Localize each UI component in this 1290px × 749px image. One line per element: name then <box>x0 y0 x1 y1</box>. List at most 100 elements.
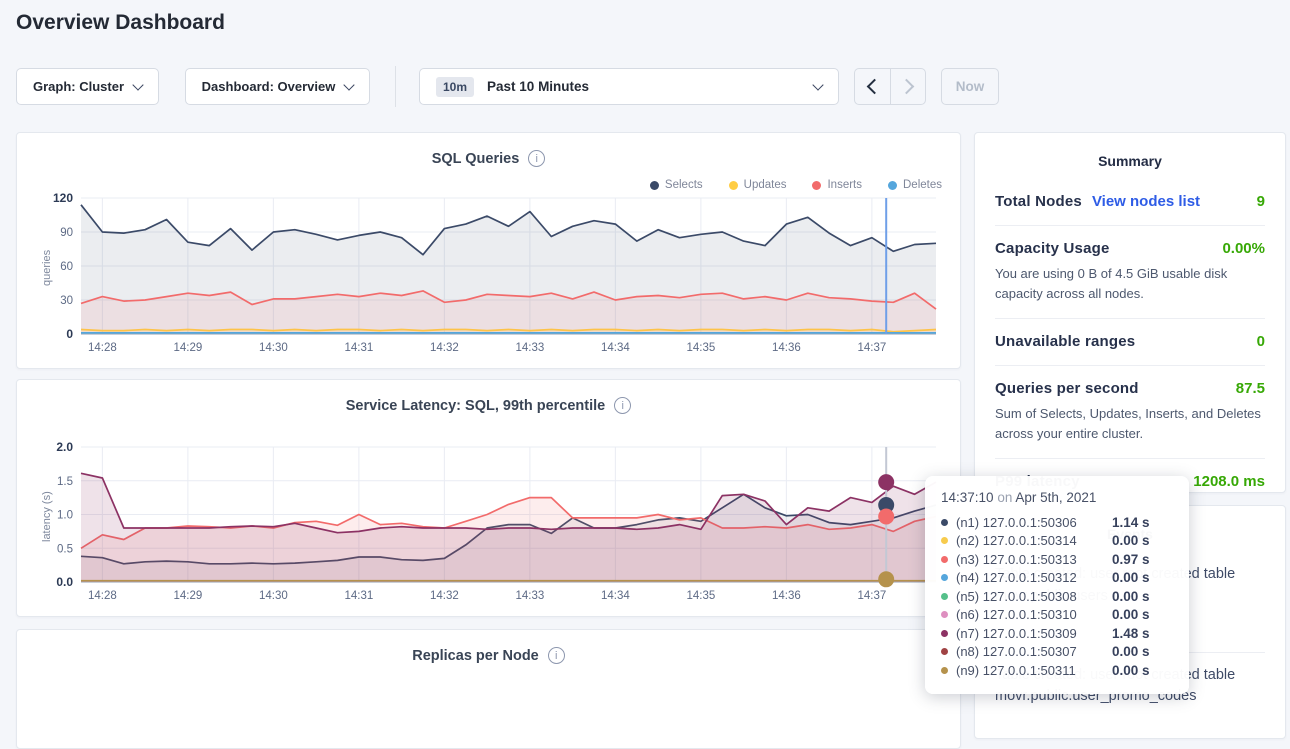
overview-dashboard-page: Overview Dashboard Graph: Cluster Dashbo… <box>0 0 1290 689</box>
svg-text:14:32: 14:32 <box>430 342 459 354</box>
tooltip-date: Apr 5th, 2021 <box>1015 490 1096 505</box>
svg-text:1.0: 1.0 <box>57 510 73 522</box>
now-button[interactable]: Now <box>941 68 999 105</box>
legend-item-updates[interactable]: Updates <box>729 179 787 191</box>
tooltip-row-n8: (n8) 127.0.0.1:50307 0.00 s <box>941 643 1173 662</box>
dashboard-label: Dashboard: Overview <box>202 79 336 94</box>
series-dot-icon <box>941 648 948 655</box>
svg-text:14:33: 14:33 <box>515 342 544 354</box>
series-dot-icon <box>941 593 948 600</box>
legend-label: Updates <box>744 179 787 191</box>
dashboard-dropdown[interactable]: Dashboard: Overview <box>185 68 370 105</box>
svg-text:0: 0 <box>66 327 73 341</box>
summary-label: Total Nodes <box>995 193 1082 210</box>
summary-label: Unavailable ranges <box>995 333 1135 350</box>
tooltip-node-value: 1.14 s <box>1112 515 1150 530</box>
tooltip-node-label: (n7) 127.0.0.1:50309 <box>956 626 1104 641</box>
graph-scope-label: Graph: Cluster <box>33 79 124 94</box>
svg-text:14:31: 14:31 <box>344 342 373 354</box>
svg-text:1.5: 1.5 <box>57 476 73 488</box>
tooltip-row-n5: (n5) 127.0.0.1:50308 0.00 s <box>941 587 1173 606</box>
info-icon[interactable]: i <box>614 397 631 414</box>
service-latency-chart[interactable]: 14:2814:2914:3014:3114:3214:3314:3414:35… <box>25 442 954 614</box>
tooltip-node-value: 0.00 s <box>1112 663 1150 678</box>
svg-text:60: 60 <box>60 261 73 273</box>
tooltip-row-n2: (n2) 127.0.0.1:50314 0.00 s <box>941 532 1173 551</box>
summary-subtext: You are using 0 B of 4.5 GiB usable disk… <box>995 264 1265 303</box>
chevron-down-icon <box>344 79 355 90</box>
svg-text:30: 30 <box>60 295 73 307</box>
tooltip-node-value: 1.48 s <box>1112 626 1150 641</box>
tooltip-node-value: 0.00 s <box>1112 644 1150 659</box>
chevron-down-icon <box>132 79 143 90</box>
chart-title: Replicas per Node <box>412 648 539 664</box>
svg-text:14:34: 14:34 <box>601 590 630 602</box>
info-icon[interactable]: i <box>528 150 545 167</box>
time-range-picker[interactable]: 10m Past 10 Minutes <box>419 68 839 105</box>
chart-tooltip: 14:37:10 on Apr 5th, 2021 (n1) 127.0.0.1… <box>925 476 1189 694</box>
summary-value: 9 <box>1257 193 1265 210</box>
svg-text:14:30: 14:30 <box>259 342 288 354</box>
tooltip-row-n7: (n7) 127.0.0.1:50309 1.48 s <box>941 624 1173 643</box>
legend-label: Selects <box>665 179 703 191</box>
series-dot-icon <box>941 556 948 563</box>
series-dot-icon <box>650 181 659 190</box>
tooltip-time: 14:37:10 <box>941 490 994 505</box>
series-dot-icon <box>941 574 948 581</box>
svg-text:14:36: 14:36 <box>772 590 801 602</box>
summary-value: 87.5 <box>1236 380 1265 397</box>
replicas-per-node-panel: Replicas per Node i <box>16 629 961 749</box>
svg-text:14:28: 14:28 <box>88 342 117 354</box>
sql-queries-chart[interactable]: 14:2814:2914:3014:3114:3214:3314:3414:35… <box>25 191 954 363</box>
svg-text:120: 120 <box>53 191 73 205</box>
tooltip-node-value: 0.97 s <box>1112 552 1150 567</box>
view-nodes-list-link[interactable]: View nodes list <box>1092 193 1200 210</box>
summary-label: Capacity Usage <box>995 240 1110 257</box>
tooltip-node-label: (n4) 127.0.0.1:50312 <box>956 570 1104 585</box>
chevron-left-icon <box>867 79 883 95</box>
svg-text:90: 90 <box>60 227 73 239</box>
legend-label: Deletes <box>903 179 942 191</box>
controls-divider <box>395 66 396 107</box>
chart-legend: Selects Updates Inserts Deletes <box>650 179 942 191</box>
svg-text:14:37: 14:37 <box>857 342 886 354</box>
chart-title: Service Latency: SQL, 99th percentile <box>346 398 606 414</box>
legend-item-selects[interactable]: Selects <box>650 179 703 191</box>
info-icon[interactable]: i <box>548 647 565 664</box>
summary-label: Queries per second <box>995 380 1139 397</box>
time-prev-button[interactable] <box>854 68 890 105</box>
summary-panel: Summary Total Nodes View nodes list 9 Ca… <box>974 132 1286 493</box>
svg-text:14:31: 14:31 <box>344 590 373 602</box>
tooltip-node-label: (n5) 127.0.0.1:50308 <box>956 589 1104 604</box>
tooltip-node-label: (n3) 127.0.0.1:50313 <box>956 552 1104 567</box>
tooltip-node-value: 0.00 s <box>1112 607 1150 622</box>
summary-subtext: Sum of Selects, Updates, Inserts, and De… <box>995 404 1265 443</box>
tooltip-node-value: 0.00 s <box>1112 533 1150 548</box>
tooltip-conjunction: on <box>997 490 1012 505</box>
series-dot-icon <box>888 181 897 190</box>
svg-text:14:37: 14:37 <box>857 590 886 602</box>
summary-row-total-nodes: Total Nodes View nodes list 9 <box>995 179 1265 226</box>
page-title: Overview Dashboard <box>16 11 225 35</box>
summary-value: 0.00% <box>1222 240 1265 257</box>
svg-text:0.5: 0.5 <box>57 543 73 555</box>
graph-scope-dropdown[interactable]: Graph: Cluster <box>16 68 159 105</box>
tooltip-row-n4: (n4) 127.0.0.1:50312 0.00 s <box>941 569 1173 588</box>
tooltip-node-label: (n6) 127.0.0.1:50310 <box>956 607 1104 622</box>
sql-queries-panel: SQL Queries i Selects Updates Inserts De… <box>16 132 961 369</box>
legend-item-inserts[interactable]: Inserts <box>812 179 862 191</box>
service-latency-panel: Service Latency: SQL, 99th percentile i … <box>16 379 961 617</box>
chevron-down-icon <box>812 79 823 90</box>
series-dot-icon <box>941 630 948 637</box>
svg-text:14:32: 14:32 <box>430 590 459 602</box>
svg-text:14:34: 14:34 <box>601 342 630 354</box>
time-next-button[interactable] <box>890 68 926 105</box>
legend-item-deletes[interactable]: Deletes <box>888 179 942 191</box>
svg-text:14:33: 14:33 <box>515 590 544 602</box>
series-dot-icon <box>812 181 821 190</box>
tooltip-row-n9: (n9) 127.0.0.1:50311 0.00 s <box>941 661 1173 680</box>
svg-text:0.0: 0.0 <box>56 575 73 589</box>
tooltip-node-value: 0.00 s <box>1112 570 1150 585</box>
time-nav-group <box>854 68 926 105</box>
tooltip-row-n6: (n6) 127.0.0.1:50310 0.00 s <box>941 606 1173 625</box>
